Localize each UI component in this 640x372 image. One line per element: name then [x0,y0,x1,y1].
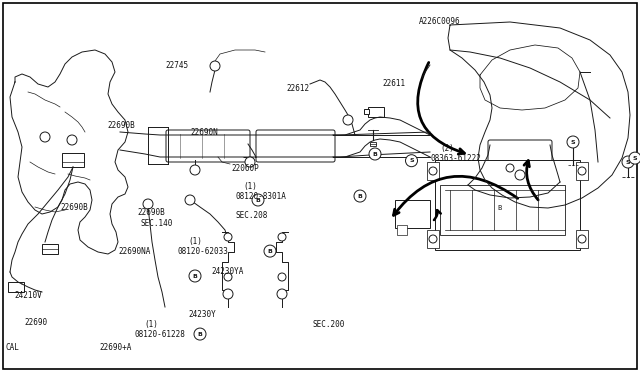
Text: SEC.200: SEC.200 [312,320,345,329]
Text: CAL: CAL [5,343,19,352]
Text: S: S [633,155,637,161]
Circle shape [190,165,200,175]
Bar [576,230,588,248]
Circle shape [223,289,233,299]
Bar [435,160,580,250]
Circle shape [578,167,586,175]
Circle shape [245,157,255,167]
Text: SEC.140: SEC.140 [141,219,173,228]
Text: (1): (1) [144,320,158,329]
Text: B: B [358,193,362,199]
Bar [440,185,565,235]
Circle shape [40,132,50,142]
Text: 22690B: 22690B [61,203,88,212]
Text: B: B [268,248,273,254]
Circle shape [210,61,220,71]
Bar [42,244,58,254]
Text: B: B [198,331,202,337]
Circle shape [343,115,353,125]
Bar [395,200,430,228]
Circle shape [622,156,634,168]
Circle shape [567,136,579,148]
Text: 22690: 22690 [24,318,47,327]
Bar [427,162,439,180]
FancyArrowPatch shape [434,210,441,220]
Circle shape [189,270,201,282]
Circle shape [429,167,437,175]
Text: 22611: 22611 [383,79,406,88]
Circle shape [278,233,286,241]
Circle shape [278,273,286,281]
Text: B: B [372,151,378,157]
Text: 22690NA: 22690NA [118,247,151,256]
Text: (1): (1) [243,182,257,191]
Text: 08120-62033: 08120-62033 [178,247,228,256]
Circle shape [629,152,640,164]
Text: 22690+A: 22690+A [99,343,132,352]
Circle shape [185,195,195,205]
Circle shape [224,233,232,241]
Circle shape [406,155,417,167]
Text: 22690N: 22690N [191,128,218,137]
Text: 22612: 22612 [287,84,310,93]
FancyArrowPatch shape [418,62,465,154]
Text: 08120-8301A: 08120-8301A [236,192,286,201]
Circle shape [264,245,276,257]
Circle shape [224,273,232,281]
Text: S: S [571,140,575,144]
Text: 22690B: 22690B [108,121,135,130]
Text: 08120-61228: 08120-61228 [134,330,185,339]
Circle shape [506,164,514,172]
Circle shape [67,135,77,145]
Text: 22745: 22745 [165,61,188,70]
Text: 08363-61222: 08363-61222 [430,154,481,163]
FancyArrowPatch shape [524,161,538,200]
Circle shape [277,289,287,299]
Bar [62,153,84,167]
Bar [370,142,376,146]
FancyBboxPatch shape [166,130,250,162]
Bar [427,230,439,248]
Circle shape [369,148,381,160]
Bar [364,109,369,114]
Text: B: B [255,198,260,202]
Bar [397,225,407,235]
Text: 22690B: 22690B [138,208,165,217]
Text: B: B [498,205,502,211]
Text: (1): (1) [189,237,203,246]
FancyArrowPatch shape [394,176,518,215]
FancyBboxPatch shape [488,140,552,182]
Circle shape [194,328,206,340]
Circle shape [515,170,525,180]
Text: 24230YA: 24230YA [211,267,244,276]
Bar [8,282,24,292]
Text: 24210V: 24210V [14,291,42,300]
Circle shape [429,235,437,243]
Bar [576,162,588,180]
Text: SEC.208: SEC.208 [236,211,268,219]
Circle shape [252,194,264,206]
Circle shape [578,235,586,243]
Text: (2): (2) [440,144,454,153]
Bar [368,107,384,117]
Circle shape [143,199,153,209]
FancyBboxPatch shape [256,130,335,162]
Text: S: S [409,158,414,163]
Text: B: B [193,273,197,279]
Text: 22060P: 22060P [232,164,259,173]
Text: 24230Y: 24230Y [189,310,216,319]
Text: S: S [626,160,630,164]
Text: A226C0096: A226C0096 [419,17,461,26]
Circle shape [354,190,366,202]
